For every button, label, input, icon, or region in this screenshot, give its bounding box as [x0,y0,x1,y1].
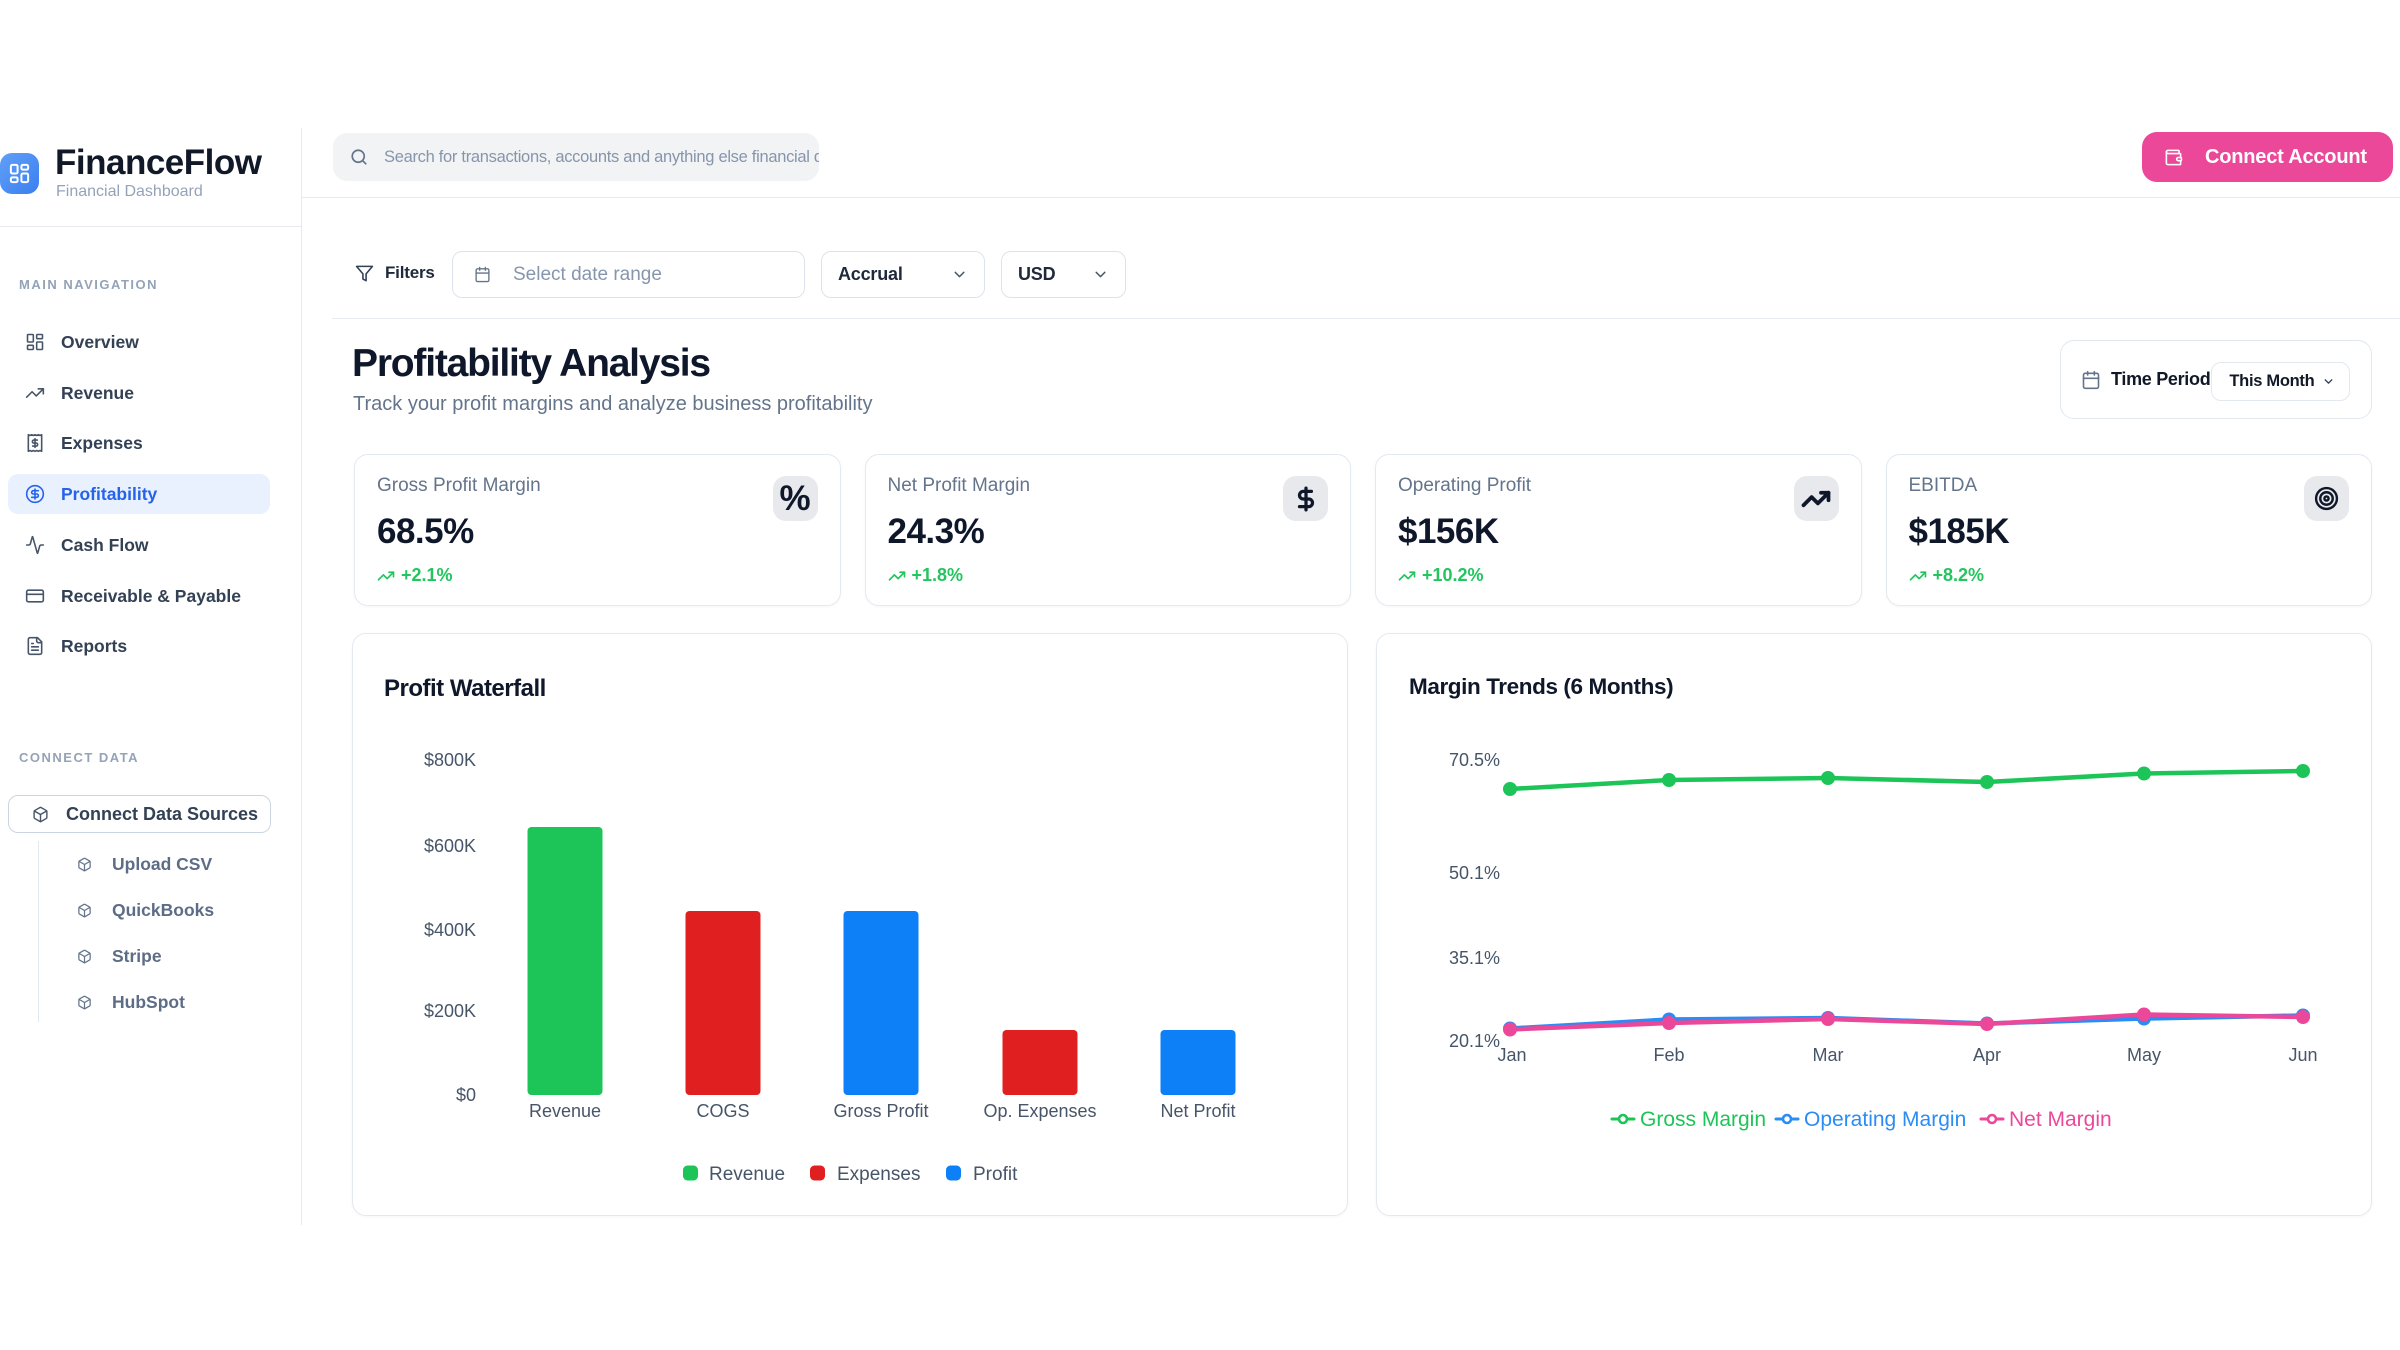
svg-text:COGS: COGS [696,1101,749,1121]
svg-text:Operating Margin: Operating Margin [1804,1108,1966,1131]
svg-text:Net Margin: Net Margin [2009,1108,2112,1131]
svg-text:$600K: $600K [424,836,476,856]
svg-text:Net Profit: Net Profit [1160,1101,1235,1121]
svg-text:Profit Waterfall: Profit Waterfall [384,675,546,702]
svg-text:Jun: Jun [2288,1045,2317,1065]
svg-text:$0: $0 [456,1085,476,1105]
svg-text:Margin Trends (6 Months): Margin Trends (6 Months) [1409,674,1673,699]
svg-text:Feb: Feb [1653,1045,1684,1065]
svg-text:Mar: Mar [1813,1045,1844,1065]
svg-text:May: May [2127,1045,2161,1065]
svg-text:70.5%: 70.5% [1449,750,1500,770]
svg-text:Expenses: Expenses [837,1164,920,1185]
svg-text:50.1%: 50.1% [1449,863,1500,883]
svg-text:Jan: Jan [1497,1045,1526,1065]
svg-text:Gross Profit: Gross Profit [833,1101,928,1121]
svg-text:Profit: Profit [973,1164,1018,1185]
svg-text:$200K: $200K [424,1001,476,1021]
svg-text:20.1%: 20.1% [1449,1031,1500,1051]
svg-text:$400K: $400K [424,920,476,940]
svg-text:Revenue: Revenue [529,1101,601,1121]
svg-text:Op. Expenses: Op. Expenses [983,1101,1096,1121]
svg-text:35.1%: 35.1% [1449,948,1500,968]
svg-text:Apr: Apr [1973,1045,2001,1065]
svg-text:$800K: $800K [424,750,476,770]
svg-text:Gross Margin: Gross Margin [1640,1108,1766,1131]
svg-text:Revenue: Revenue [709,1164,785,1185]
